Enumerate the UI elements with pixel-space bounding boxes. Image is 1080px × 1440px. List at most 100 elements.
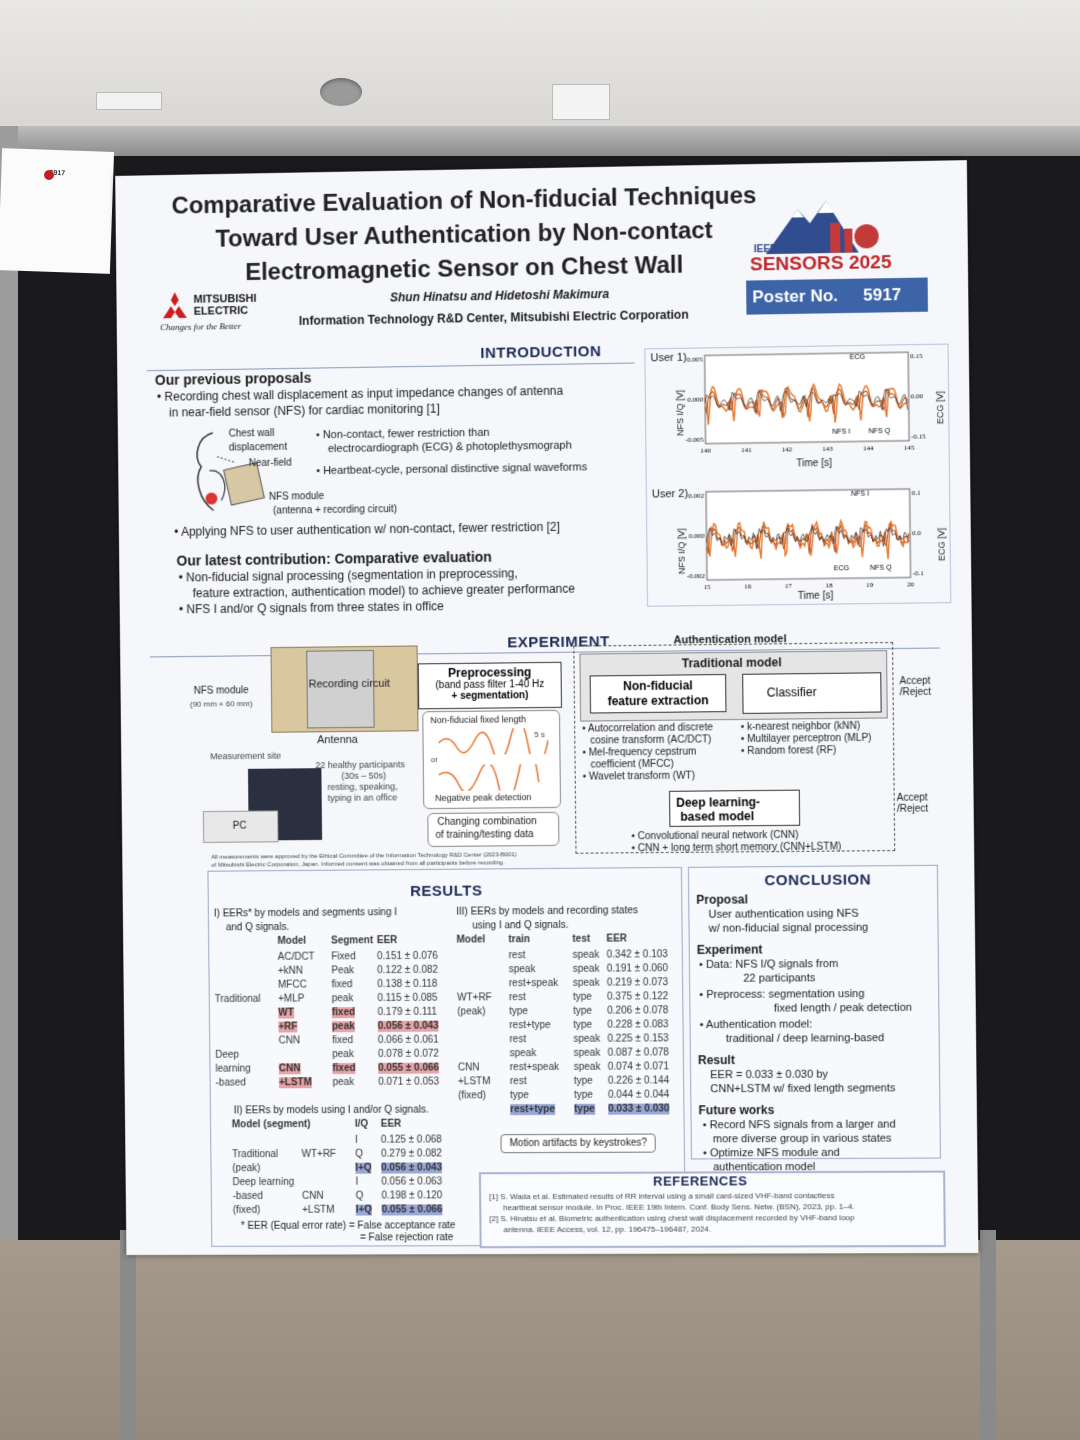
table-cell: 0.125 ± 0.068: [381, 1134, 442, 1145]
cls-text: Random forest (RF): [747, 745, 836, 757]
prev-proposals-heading: Our previous proposals: [155, 370, 312, 388]
intro-text: Non-contact, fewer restriction than: [323, 427, 490, 441]
eer-table-1: Model Segment EER AC/DCT Fixed 0.151 ± 0.076 +…: [214, 935, 450, 1126]
y2-tick-label: -0.1: [912, 569, 924, 577]
carpet-floor: [0, 1240, 1080, 1440]
conclusion-line: Record NFS signals from a larger and: [710, 1118, 896, 1131]
affiliation: Information Technology R&D Center, Mitsu…: [299, 308, 689, 328]
y2-tick-label: -0.15: [911, 432, 926, 440]
latest-heading: Our latest contribution: Comparative eva…: [176, 549, 491, 569]
y2-tick-label: 0.1: [912, 489, 921, 497]
ceiling-sensor: [552, 84, 610, 120]
chart2-plot: 0.0020.000-0.0020.10.0-0.115 16 17 18 19 20NF…: [672, 480, 945, 604]
table-cell: fixed: [332, 1035, 353, 1046]
y-tick-label: 0.002: [688, 492, 704, 500]
feat-item: • Wavelet transform (WT): [583, 771, 695, 783]
table-cell: I+Q: [356, 1205, 372, 1216]
table-cell: I+Q: [355, 1163, 371, 1174]
feat-text: cosine transform (AC/DCT): [590, 734, 711, 746]
conclusion-item: • Preprocess: segmentation using: [699, 988, 864, 1001]
y2-tick-label: 0.00: [911, 392, 924, 400]
conclusion-sub: Experiment: [697, 942, 763, 956]
reference-line: heartbeat sensor module. In Proc. IEEE 1…: [503, 1202, 854, 1212]
neg-peak-label: Negative peak detection: [435, 792, 531, 803]
table-cell: 0.226 ± 0.144: [608, 1075, 669, 1086]
x-tick-label: 144: [863, 444, 874, 452]
eer-note: = False rejection rate: [360, 1232, 453, 1243]
intro-sub-bullet: • Heartbeat-cycle, personal distinctive …: [316, 461, 587, 477]
feat-text: Wavelet transform (WT): [589, 771, 695, 783]
chart2-xlabel: Time [s]: [798, 590, 834, 601]
table-cell: Traditional: [215, 994, 261, 1005]
fig-label: Chest wall: [229, 428, 275, 440]
table-cell: type: [574, 1090, 593, 1101]
intro-text: Non-fiducial signal processing (segmenta…: [186, 566, 518, 584]
classifier-label: Classifier: [743, 685, 840, 700]
table-cell: 0.056 ± 0.063: [381, 1176, 442, 1187]
conclusion-line: traditional / deep learning-based: [726, 1032, 884, 1045]
table-cell: 0.071 ± 0.053: [378, 1077, 439, 1088]
push-pin: [44, 170, 54, 180]
conclusion-sub: Proposal: [696, 892, 748, 906]
conclusion-line: EER = 0.033 ± 0.030 by: [710, 1069, 828, 1082]
poster-number-label: Poster No.: [752, 286, 838, 307]
table-cell: 0.087 ± 0.078: [608, 1047, 669, 1058]
table-header-cell: EER: [606, 933, 627, 944]
table-cell: type: [573, 1020, 592, 1031]
dl-text: Convolutional neural network (CNN): [638, 830, 799, 842]
table-cell: rest+type: [509, 1020, 551, 1031]
table-cell: rest: [509, 992, 526, 1003]
table-header-cell: EER: [377, 935, 398, 946]
poster-title-line: Comparative Evaluation of Non-fiducial T…: [115, 181, 813, 222]
table-cell: type: [509, 1006, 528, 1017]
x-tick-label: 140: [700, 447, 711, 455]
table-cell: 0.066 ± 0.061: [378, 1035, 439, 1046]
x-tick-label: 141: [741, 446, 752, 454]
table-cell: Fixed: [331, 951, 355, 962]
nfs-size: (90 mm × 60 mm): [190, 699, 253, 709]
table-cell: I: [355, 1177, 358, 1188]
ceiling-light: [320, 78, 362, 106]
table-cell: +RF: [278, 1021, 297, 1032]
table-cell: 0.375 ± 0.122: [607, 991, 668, 1002]
table-cell: rest+speak: [509, 978, 558, 989]
conclusion-item: • Optimize NFS module and: [703, 1147, 840, 1160]
conclusion-line: w/ non-fiducial signal processing: [709, 922, 869, 935]
table-cell: AC/DCT: [278, 952, 315, 963]
y2-tick-label: 0.15: [910, 352, 923, 360]
fig-label: displacement: [229, 442, 288, 454]
participants-line: typing in an office: [328, 792, 398, 803]
changing-line: Changing combination: [437, 816, 536, 828]
classifier-box: Classifier: [742, 672, 881, 714]
mitsubishi-logo: [160, 292, 190, 323]
feat-text: Autocorrelation and discrete: [588, 722, 713, 734]
table-cell: 0.138 ± 0.118: [377, 979, 437, 990]
y-tick-label: 0.005: [687, 355, 703, 363]
conclusion-item: • Authentication model:: [700, 1018, 813, 1031]
table-cell: 0.151 ± 0.076: [377, 951, 438, 962]
table-cell: +MLP: [278, 994, 304, 1005]
conclusion-line: User authentication using NFS: [708, 908, 858, 921]
conclusion-line: fixed length / peak detection: [774, 1002, 912, 1015]
table-cell: 0.228 ± 0.083: [607, 1019, 668, 1030]
table-cell: rest: [509, 950, 526, 961]
feat-item: • Mel-frequency cepstrum: [582, 746, 696, 758]
table-cell: type: [574, 1104, 595, 1115]
ceiling-vent: [96, 92, 162, 110]
conference-name: SENSORS 2025: [750, 252, 892, 277]
table-cell: 0.074 ± 0.071: [608, 1061, 669, 1072]
authors: Shun Hinatsu and Hidetoshi Makimura: [390, 287, 609, 305]
logo-tagline: Changes for the Better: [160, 321, 241, 332]
table-cell: 0.198 ± 0.120: [381, 1190, 442, 1201]
table-header-cell: EER: [381, 1119, 402, 1130]
table-cell: speak: [573, 950, 600, 961]
cls-text: Multilayer perceptron (MLP): [747, 733, 871, 745]
x-tick-label: 15: [704, 583, 712, 591]
intro-text: NFS I and/or Q signals from three states…: [186, 599, 444, 616]
table-cell: speak: [509, 964, 536, 975]
table-cell: peak: [333, 1077, 355, 1088]
preproc-line: (band pass filter 1-40 Hz: [419, 679, 561, 692]
table-header-cell: Model: [277, 936, 306, 947]
conclusion-sub: Future works: [698, 1103, 774, 1117]
table-cell: 0.056 ± 0.043: [381, 1162, 442, 1173]
